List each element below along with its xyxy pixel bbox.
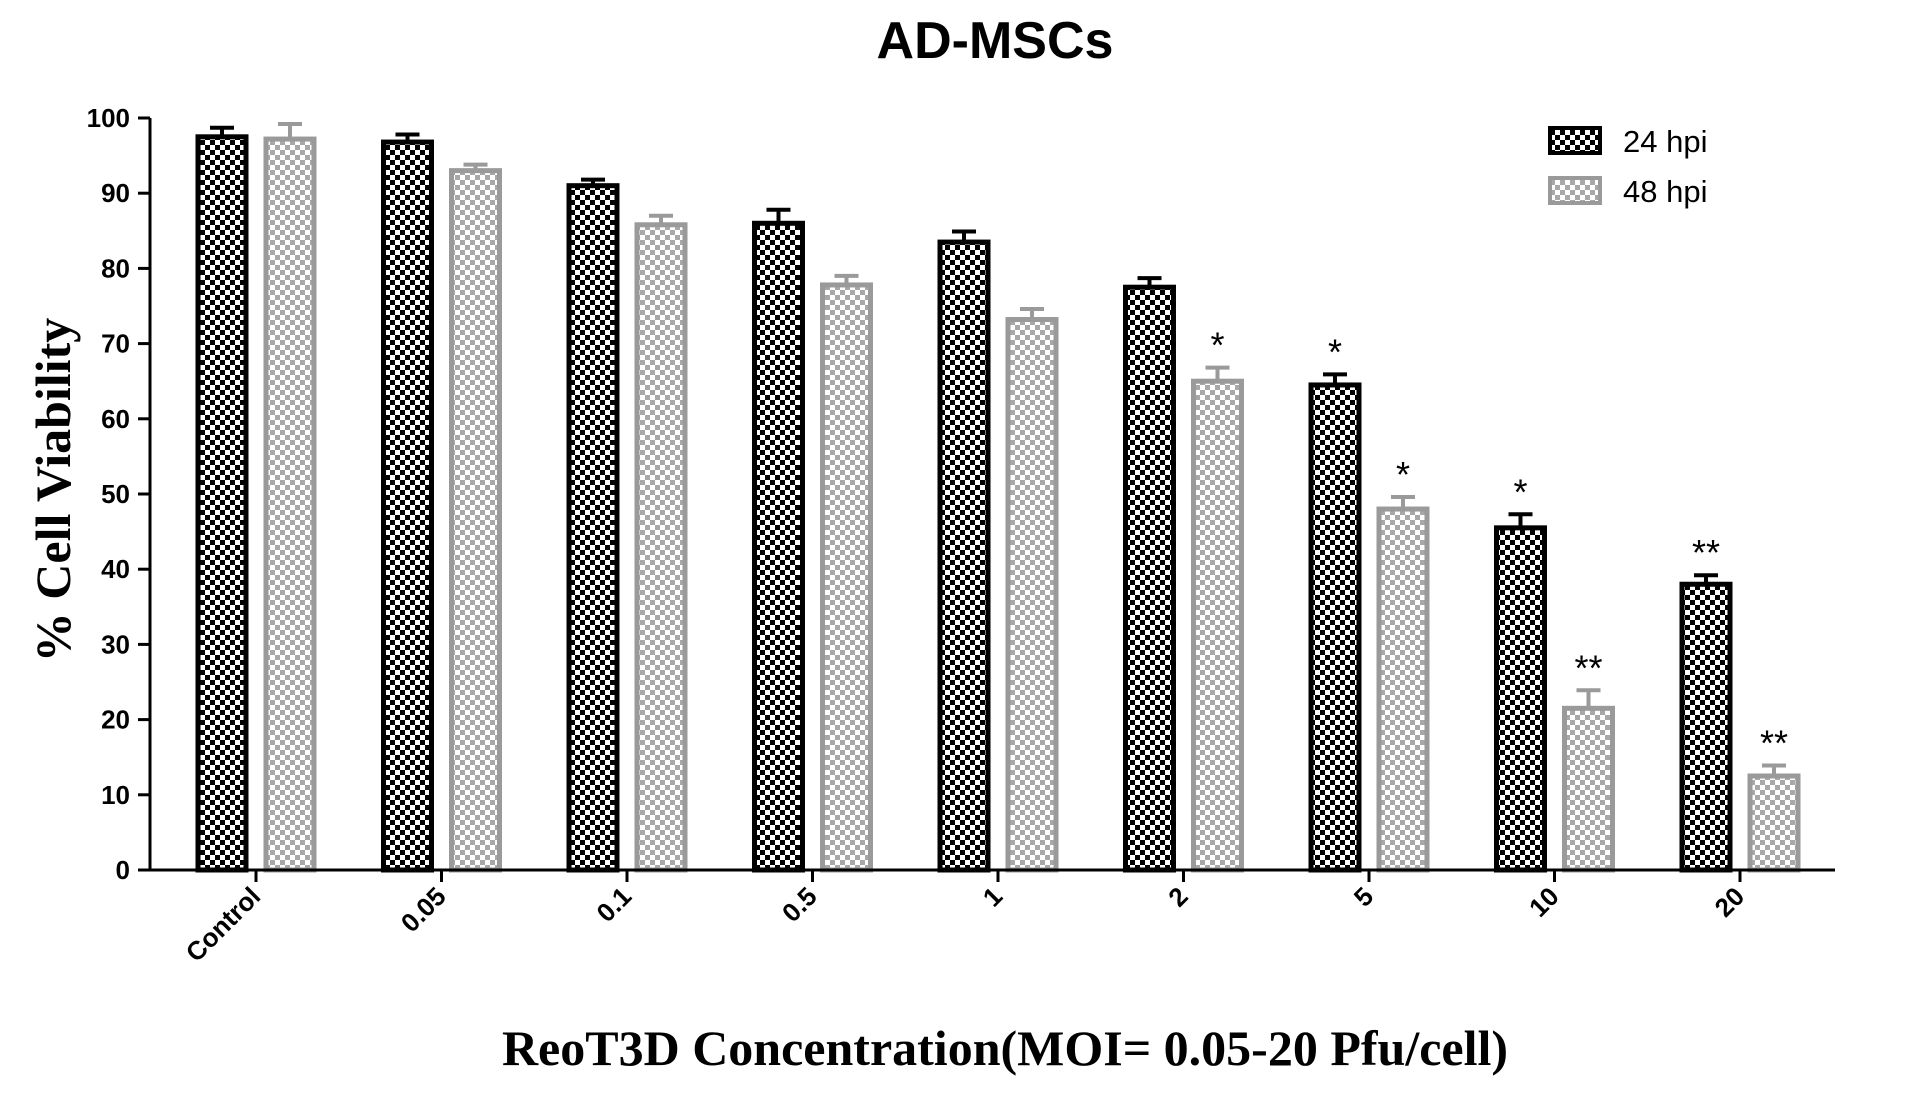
bar-48hpi-0.1 xyxy=(634,222,688,873)
y-tick-label: 70 xyxy=(101,329,130,359)
y-tick-label: 50 xyxy=(101,479,130,509)
bar-24hpi-0.5 xyxy=(752,220,805,873)
x-tick-label: 5 xyxy=(1348,881,1379,912)
x-axis-label: ReoT3D Concentration(MOI= 0.05-20 Pfu/ce… xyxy=(502,1020,1508,1076)
bar-48hpi-5 xyxy=(1376,506,1430,873)
significance-marker: ** xyxy=(1574,647,1602,688)
legend-swatch-24hpi xyxy=(1548,126,1602,155)
x-tick-label: 0.1 xyxy=(590,881,637,928)
x-tick-label: Control xyxy=(180,881,267,968)
x-tick-label: 1 xyxy=(977,881,1008,912)
bar-24hpi-10 xyxy=(1494,525,1547,873)
x-tick-label: 10 xyxy=(1523,881,1565,923)
bars: * ** ******* xyxy=(195,122,1801,873)
y-axis: 0 10 20 30 40 50 60 70 80 90 100 xyxy=(87,103,152,885)
bar-24hpi-0.1 xyxy=(566,183,620,873)
y-tick-label: 40 xyxy=(101,554,130,584)
y-axis-label: % Cell Viability xyxy=(25,318,81,662)
legend-label-48hpi: 48 hpi xyxy=(1623,174,1707,209)
significance-marker: * xyxy=(1396,454,1410,495)
bar-24hpi-1 xyxy=(937,239,991,873)
bar-48hpi-Control xyxy=(263,136,317,873)
bar-48hpi-0.05 xyxy=(449,168,502,873)
significance-marker: ** xyxy=(1692,532,1720,573)
x-tick-label: 20 xyxy=(1709,881,1751,923)
y-tick-label: 20 xyxy=(101,705,130,735)
bar-24hpi-Control xyxy=(195,134,249,873)
bar-24hpi-2 xyxy=(1123,284,1176,873)
x-tick-label: 0.05 xyxy=(395,881,452,938)
x-tick-label: 0.5 xyxy=(776,881,823,928)
y-tick-label: 10 xyxy=(101,780,130,810)
significance-marker: ** xyxy=(1760,722,1788,763)
y-tick-label: 100 xyxy=(87,103,130,133)
y-tick-label: 80 xyxy=(101,253,130,283)
significance-marker: * xyxy=(1210,325,1224,366)
chart-title: AD-MSCs xyxy=(877,12,1114,70)
y-tick-label: 60 xyxy=(101,404,130,434)
bar-48hpi-0.5 xyxy=(820,282,873,873)
bar-48hpi-2 xyxy=(1191,378,1244,873)
bar-48hpi-20 xyxy=(1747,773,1801,873)
legend-label-24hpi: 24 hpi xyxy=(1623,124,1707,159)
x-axis: Control 0.05 0.1 0.5 1 2 5 10 20 xyxy=(150,868,1835,968)
significance-marker: * xyxy=(1513,471,1527,512)
x-tick-label: 2 xyxy=(1162,881,1193,912)
y-tick-label: 90 xyxy=(101,178,130,208)
y-tick-label: 0 xyxy=(116,855,130,885)
legend: 24 hpi 48 hpi xyxy=(1548,124,1707,209)
bar-48hpi-1 xyxy=(1005,317,1059,873)
bar-24hpi-0.05 xyxy=(381,139,434,873)
y-tick-label: 30 xyxy=(101,629,130,659)
bar-24hpi-5 xyxy=(1308,382,1362,873)
significance-marker: * xyxy=(1328,331,1342,372)
bar-48hpi-10 xyxy=(1562,705,1615,873)
bar-24hpi-20 xyxy=(1679,581,1733,873)
legend-swatch-48hpi xyxy=(1548,176,1602,205)
